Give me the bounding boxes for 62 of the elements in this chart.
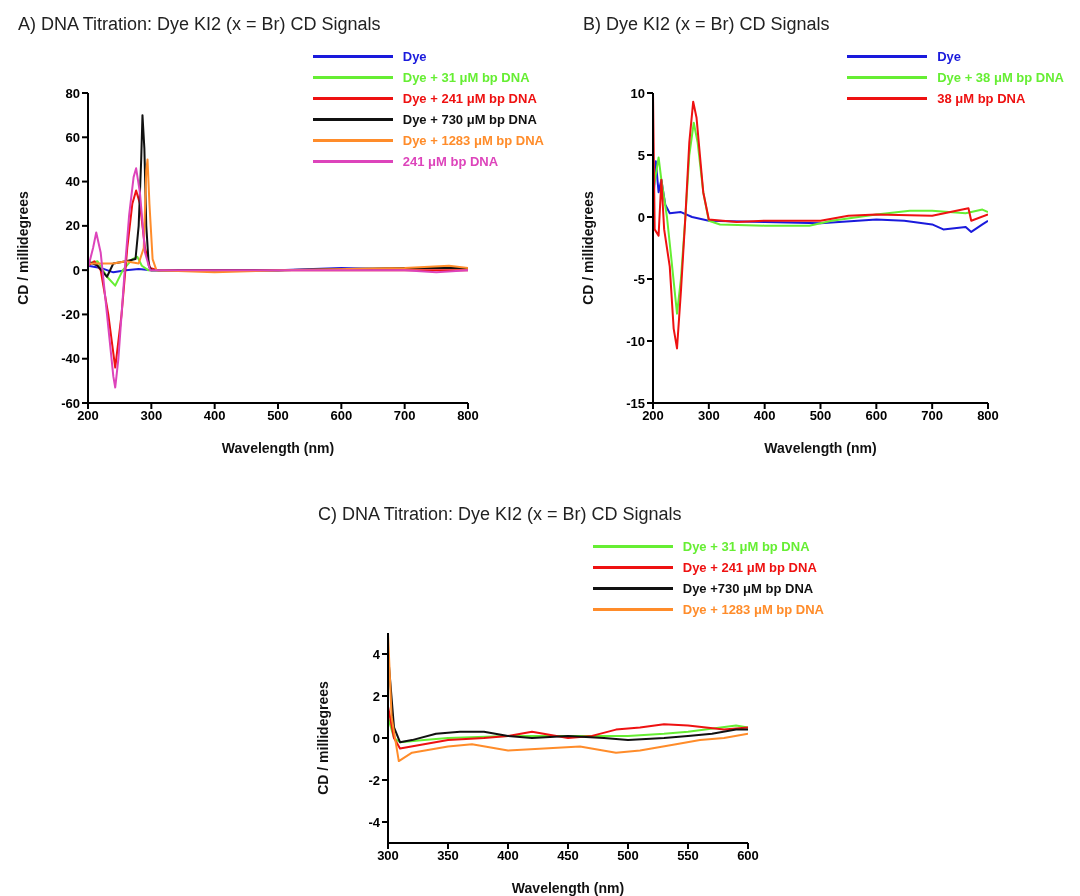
y-tick-label: 60	[65, 129, 80, 145]
y-tick-label: 20	[65, 218, 80, 234]
x-tick-label: 600	[330, 408, 353, 424]
y-axis-title: CD / millidegrees	[14, 190, 31, 305]
y-tick-label: 0	[372, 730, 380, 746]
chart-title: C) DNA Titration: Dye KI2 (x = Br) CD Signals	[318, 504, 682, 525]
text: Dye + 1283 μM bp DNA	[402, 133, 544, 148]
x-tick-label: 700	[393, 408, 416, 424]
y-tick-label: -15	[626, 395, 645, 411]
x-axis-title: Wavelength (nm)	[511, 880, 625, 896]
x-tick-label: 400	[497, 848, 519, 864]
x-tick-label: 550	[677, 848, 699, 864]
x-tick-label: 300	[140, 408, 163, 424]
chart-title: B) Dye KI2 (x = Br) CD Signals	[583, 14, 830, 35]
y-tick-label: 10	[630, 85, 645, 101]
x-tick-label: 800	[977, 408, 999, 424]
x-tick-label: 700	[921, 408, 944, 424]
x-tick-label: 300	[697, 408, 720, 424]
text: Dye + 730 μM bp DNA	[402, 112, 537, 127]
text: Dye + 31 μM bp DNA	[682, 539, 810, 554]
text: Dye	[402, 49, 427, 64]
x-tick-label: 500	[617, 848, 639, 864]
x-axis-title: Wavelength (nm)	[221, 440, 335, 456]
x-axis-title: Wavelength (nm)	[764, 440, 877, 456]
x-tick-label: 500	[267, 408, 289, 424]
text: Dye + 38 μM bp DNA	[937, 70, 1064, 85]
y-tick-label: -20	[61, 307, 80, 323]
y-axis-title: CD / millidegrees	[579, 190, 596, 305]
x-tick-label: 300	[377, 848, 399, 864]
y-tick-label: 4	[372, 646, 381, 662]
chart-title: A) DNA Titration: Dye KI2 (x = Br) CD Signals	[18, 14, 381, 35]
x-tick-label: 400	[753, 408, 776, 424]
x-tick-label: 450	[557, 848, 579, 864]
y-tick-label: 40	[65, 174, 80, 190]
text: 38 μM bp DNA	[937, 91, 1026, 106]
y-tick-label: -2	[368, 772, 380, 788]
y-tick-label: -10	[626, 333, 645, 349]
y-tick-label: -40	[61, 351, 80, 367]
y-tick-label: -5	[633, 271, 645, 287]
y-tick-label: 2	[372, 688, 380, 704]
text: Dye	[937, 49, 962, 64]
text: 241 μM bp DNA	[402, 154, 499, 169]
x-tick-label: 350	[437, 848, 459, 864]
x-tick-label: 800	[457, 408, 479, 424]
y-tick-label: -4	[368, 814, 381, 830]
text: Dye + 241 μM bp DNA	[682, 560, 817, 575]
y-tick-label: 5	[637, 147, 645, 163]
y-tick-label: 0	[72, 262, 80, 278]
y-tick-label: 80	[65, 85, 80, 101]
x-tick-label: 400	[203, 408, 226, 424]
text: Dye + 1283 μM bp DNA	[682, 602, 824, 617]
y-tick-label: -60	[61, 395, 80, 411]
x-tick-label: 600	[865, 408, 888, 424]
y-axis-title: CD / millidegrees	[314, 680, 331, 795]
x-tick-label: 500	[809, 408, 832, 424]
text: Dye + 241 μM bp DNA	[402, 91, 537, 106]
x-tick-label: 200	[77, 408, 99, 424]
y-tick-label: 0	[637, 209, 645, 225]
text: Dye +730 μM bp DNA	[682, 581, 814, 596]
x-tick-label: 600	[737, 848, 759, 864]
x-tick-label: 200	[642, 408, 664, 424]
text: Dye + 31 μM bp DNA	[402, 70, 530, 85]
